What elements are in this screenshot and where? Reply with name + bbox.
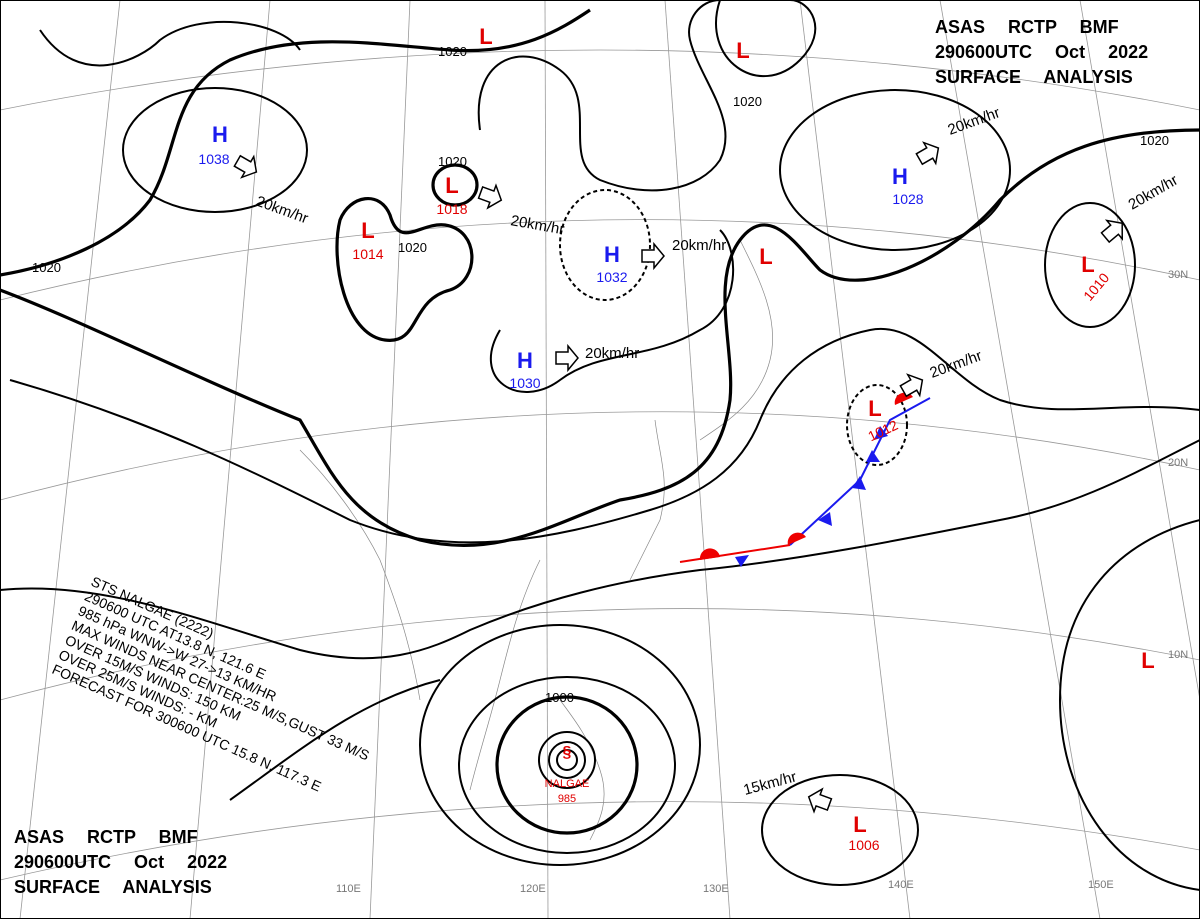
geo-labels: 110E 120E 130E 140E 150E 30N 20N 10N [336, 269, 1188, 895]
center-pressure: 1028 [892, 191, 923, 207]
typhoon-pressure: 985 [558, 793, 576, 805]
isobar-label: 1000 [545, 690, 574, 705]
header-top: ASAS RCTP BMF 290600UTC Oct 2022 SURFACE… [935, 17, 1148, 87]
longitude-label: 130E [703, 883, 729, 895]
longitude-label: 150E [1088, 879, 1114, 891]
typhoon: § NALGAE 985 [545, 744, 590, 805]
motion-arrows [233, 141, 1124, 814]
center-letter: L [1141, 648, 1154, 673]
center-pressure: 1014 [352, 246, 383, 262]
center-letter: H [212, 122, 228, 147]
center-letter: L [445, 173, 458, 198]
center-letter: H [517, 348, 533, 373]
header-line: 290600UTC Oct 2022 [14, 852, 227, 872]
isobar-label: 1020 [1140, 133, 1169, 148]
typhoon-symbol: § [563, 744, 572, 761]
header-line: ASAS RCTP BMF [935, 17, 1119, 37]
isobars [0, 0, 1200, 891]
center-pressure: 1006 [848, 837, 879, 853]
center-letter: L [361, 218, 374, 243]
center-letter: L [736, 38, 749, 63]
latitude-label: 20N [1168, 457, 1188, 469]
header-bottom: ASAS RCTP BMF 290600UTC Oct 2022 SURFACE… [14, 827, 227, 897]
center-letter: L [479, 24, 492, 49]
center-letter: L [868, 396, 881, 421]
header-line: 290600UTC Oct 2022 [935, 42, 1148, 62]
header-line: SURFACE ANALYSIS [935, 67, 1133, 87]
longitude-label: 140E [888, 879, 914, 891]
center-letter: H [604, 242, 620, 267]
center-letter: H [892, 164, 908, 189]
coastline [299, 239, 773, 841]
isobar-label: 1020 [398, 240, 427, 255]
center-pressure: 1032 [596, 269, 627, 285]
isobar-label: 1020 [438, 44, 467, 59]
center-pressure: 1038 [198, 151, 229, 167]
typhoon-name: NALGAE [545, 778, 590, 790]
center-letter: L [1081, 252, 1094, 277]
isobar-label: 1020 [32, 260, 61, 275]
latitude-label: 10N [1168, 649, 1188, 661]
isobar-label: 1020 [438, 154, 467, 169]
motion-label: 20km/hr [672, 237, 726, 254]
header-line: SURFACE ANALYSIS [14, 877, 212, 897]
isobar-label: 1020 [733, 94, 762, 109]
motion-label: 20km/hr [585, 345, 639, 362]
center-pressure: 1018 [436, 201, 467, 217]
longitude-label: 110E [336, 883, 361, 895]
center-pressure: 1030 [509, 375, 540, 391]
latitude-label: 30N [1168, 269, 1188, 281]
isobar-labels: 1020 1020 1020 1020 1020 1020 1000 [32, 44, 1169, 705]
longitude-label: 120E [520, 883, 546, 895]
center-letter: L [759, 244, 772, 269]
header-line: ASAS RCTP BMF [14, 827, 198, 847]
center-letter: L [853, 812, 866, 837]
